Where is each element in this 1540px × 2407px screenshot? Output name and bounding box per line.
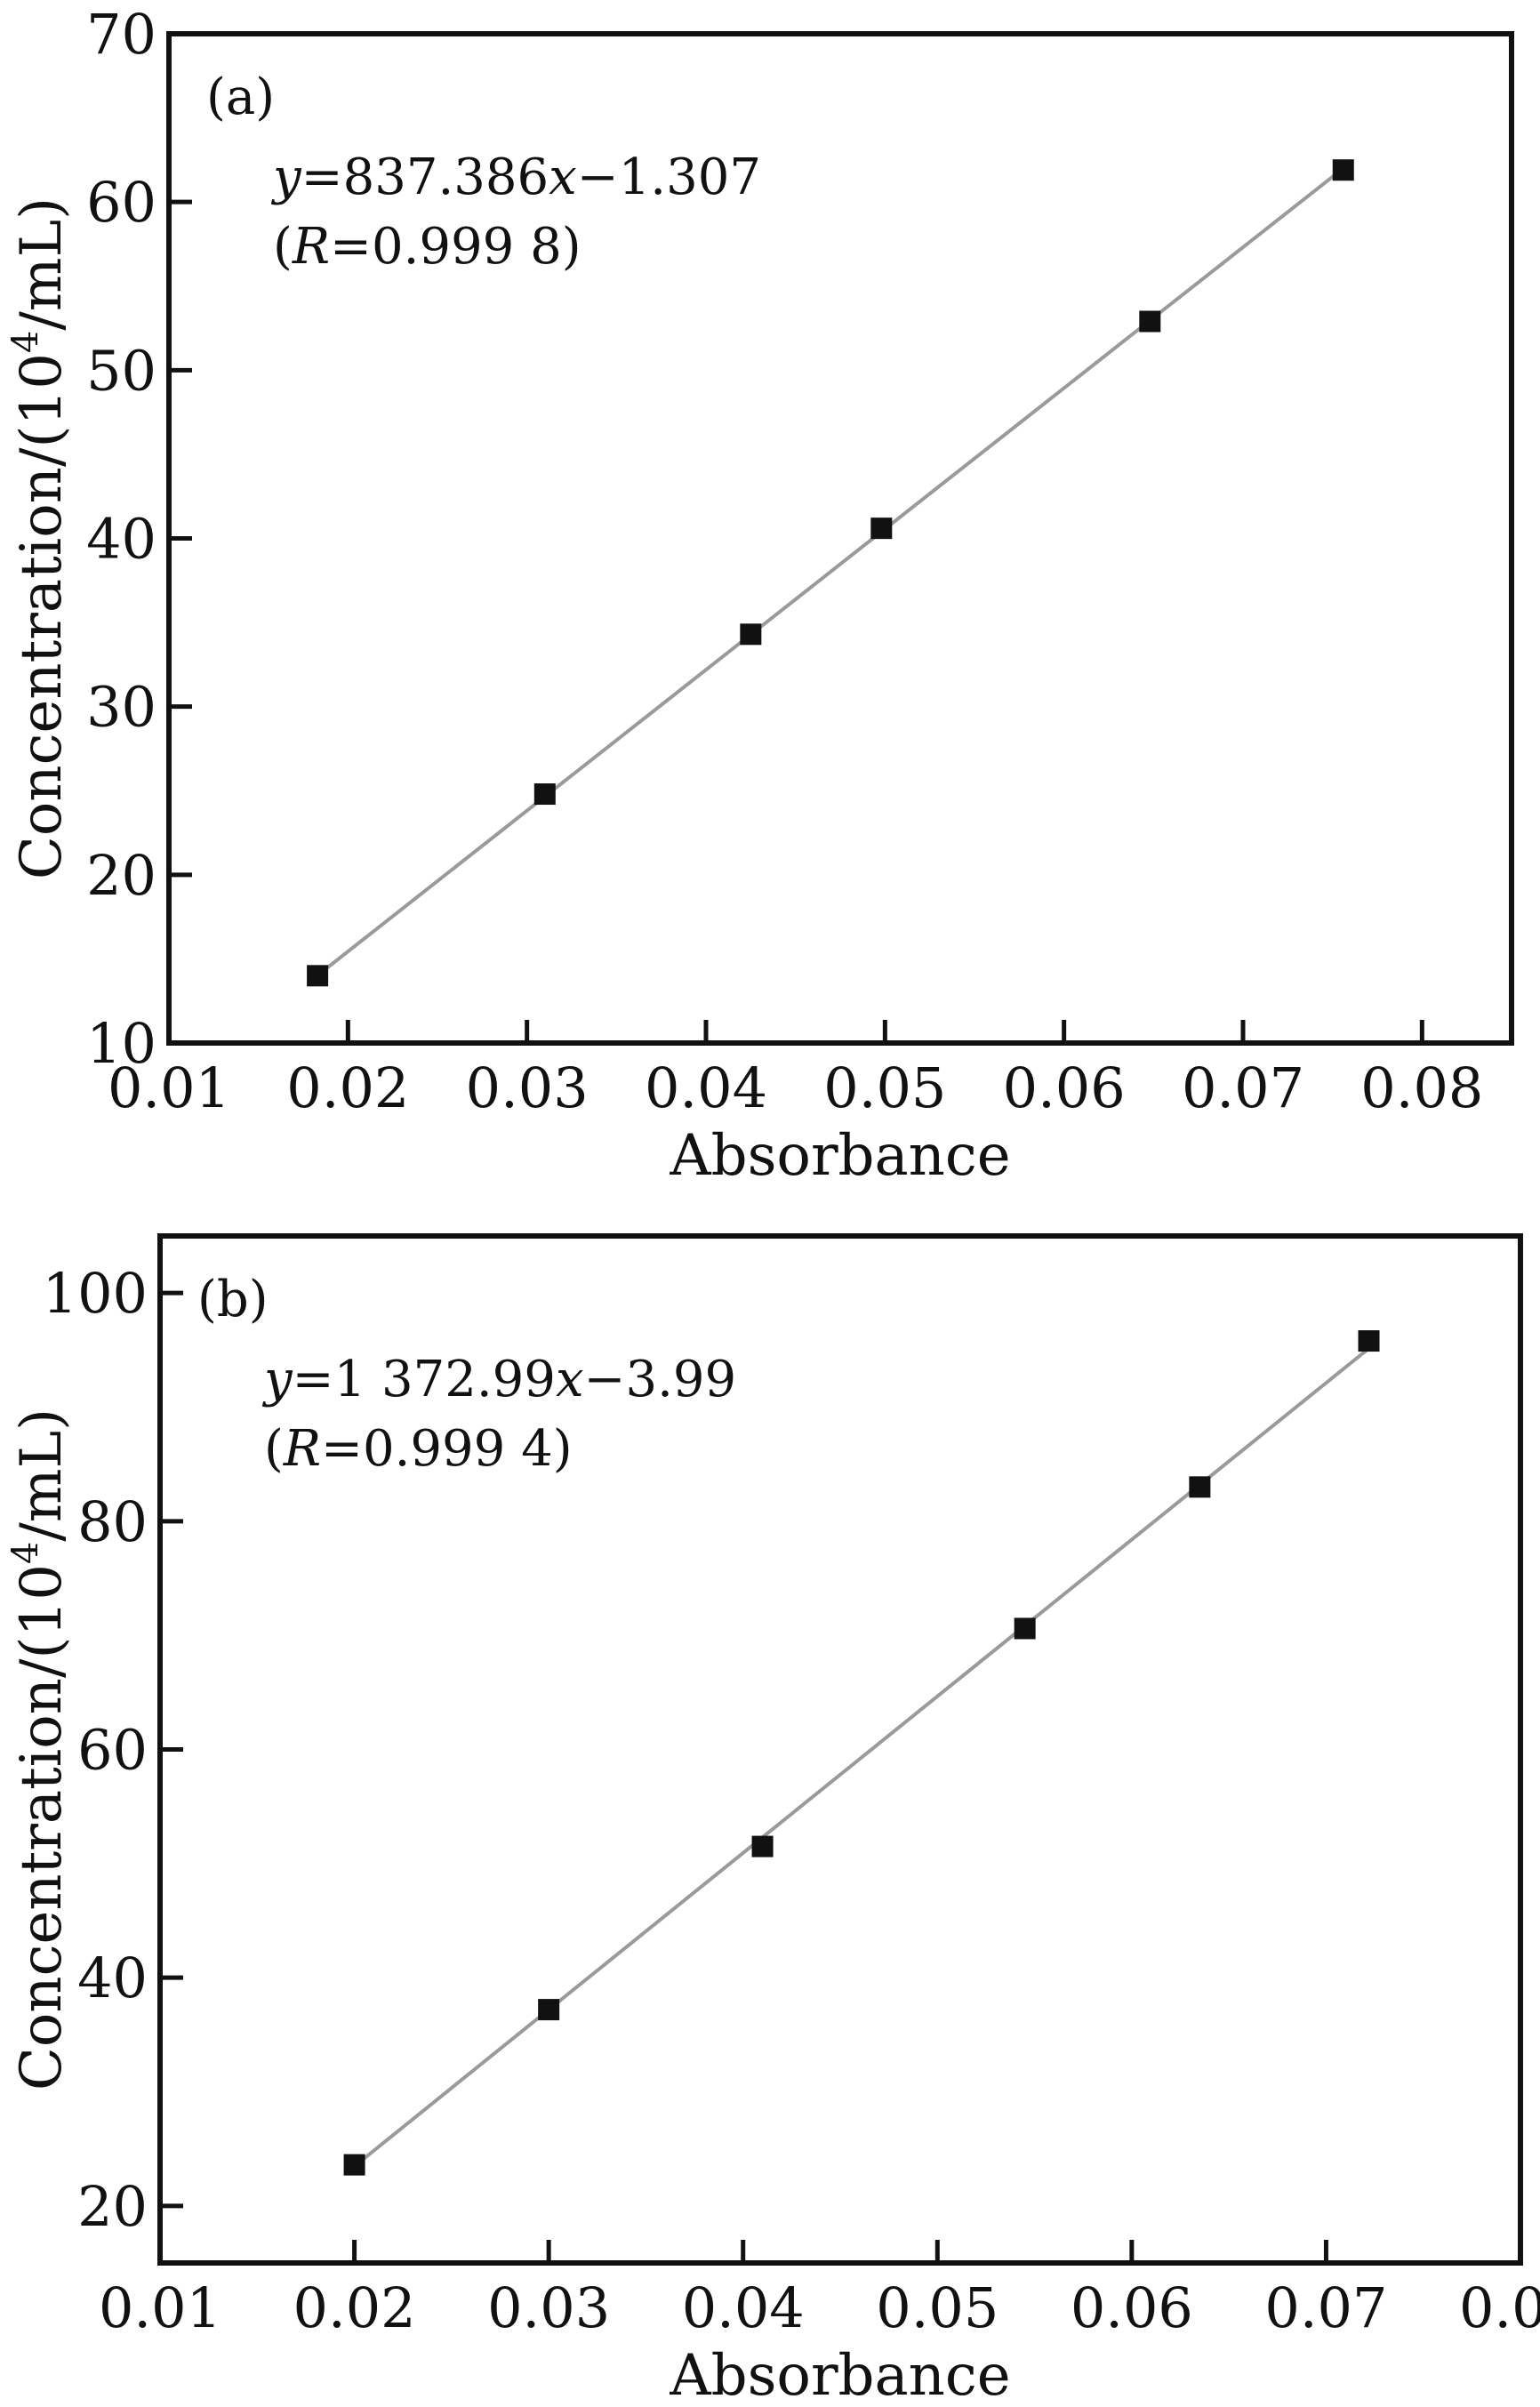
data-point-b xyxy=(538,1999,560,2021)
y-label-suffix-b: /mL) xyxy=(9,1408,75,1542)
data-point-b xyxy=(1358,1330,1380,1352)
markers-b xyxy=(343,1330,1380,2176)
panel-label-a: (a) xyxy=(206,68,275,126)
y-label-prefix-a: Concentration/(10 xyxy=(9,353,75,879)
panel-b: 0.01 0.02 0.03 0.04 0.05 0.06 0.07 0.08 20 40 60 80… xyxy=(5,1233,1540,2407)
y-tick-label-b: 100 xyxy=(43,1261,148,1326)
y-tick-label-a: 10 xyxy=(86,1011,156,1076)
data-point-a xyxy=(740,623,762,646)
r-symbol-a: R xyxy=(292,218,330,276)
fit-equation-b: y=1 372.99x−3.99 xyxy=(261,1351,736,1408)
data-point-a xyxy=(533,783,556,806)
y-tick-label-a: 60 xyxy=(86,170,156,235)
x-tick-label-b: 0.04 xyxy=(682,2275,805,2340)
x-tick-label-a: 0.08 xyxy=(1360,1055,1483,1120)
x-tick-label-a: 0.01 xyxy=(108,1055,230,1120)
x-axis-label-b: Absorbance xyxy=(669,2343,1010,2407)
y-tick-label-a: 40 xyxy=(86,507,156,572)
x-tick-label-b: 0.08 xyxy=(1459,2275,1540,2340)
data-point-a xyxy=(1139,310,1161,333)
x-tick-label-b: 0.05 xyxy=(876,2275,999,2340)
x-tick-label-b: 0.06 xyxy=(1071,2275,1193,2340)
y-tick-label-a: 20 xyxy=(86,843,156,908)
ticks-a xyxy=(166,31,1424,1046)
r-value-a: (R=0.999 8) xyxy=(273,218,582,276)
eq-x-b: x xyxy=(556,1351,584,1408)
y-tick-label-a: 50 xyxy=(86,338,156,403)
y-tick-label-b: 60 xyxy=(77,1718,148,1783)
y-tick-label-a: 70 xyxy=(86,2,156,67)
x-tick-label-b: 0.07 xyxy=(1264,2275,1387,2340)
r-rest-a: =0.999 8) xyxy=(330,218,582,276)
x-tick-label-a: 0.05 xyxy=(823,1055,946,1120)
y-label-suffix-a: /mL) xyxy=(9,197,75,331)
tick-labels-b: 0.01 0.02 0.03 0.04 0.05 0.06 0.07 0.08 20 40 60 80… xyxy=(43,1261,1540,2340)
tick-labels-a: 0.01 0.02 0.03 0.04 0.05 0.06 0.07 0.08 10 20 30 40… xyxy=(86,2,1483,1120)
y-axis-label-b: Concentration/(104/mL) xyxy=(5,1408,75,2090)
eq-x-a: x xyxy=(549,148,577,206)
y-label-sup-a: 4 xyxy=(5,331,46,353)
data-point-b xyxy=(1189,1476,1211,1498)
r-open-b: ( xyxy=(264,1420,284,1478)
y-tick-label-b: 80 xyxy=(77,1489,148,1554)
eq-coef-b: =1 372.99 xyxy=(293,1351,556,1408)
x-tick-label-a: 0.02 xyxy=(286,1055,409,1120)
eq-rest-a: −1.307 xyxy=(577,148,761,206)
x-tick-label-a: 0.03 xyxy=(466,1055,589,1120)
ticks-b xyxy=(157,1290,1523,2263)
y-tick-label-a: 30 xyxy=(86,675,156,740)
r-rest-b: =0.999 4) xyxy=(321,1420,573,1478)
x-tick-label-b: 0.01 xyxy=(99,2275,221,2340)
panel-label-b: (b) xyxy=(197,1271,269,1328)
eq-rest-b: −3.99 xyxy=(584,1351,737,1408)
markers-a xyxy=(307,159,1354,987)
y-label-prefix-b: Concentration/(10 xyxy=(9,1564,75,2090)
data-point-b xyxy=(1014,1617,1036,1640)
x-axis-label-a: Absorbance xyxy=(669,1123,1010,1189)
x-tick-label-a: 0.06 xyxy=(1003,1055,1126,1120)
x-tick-label-b: 0.02 xyxy=(293,2275,416,2340)
r-symbol-b: R xyxy=(283,1420,321,1478)
x-tick-label-a: 0.04 xyxy=(645,1055,767,1120)
eq-y-a: y xyxy=(270,148,302,206)
panel-a: 0.01 0.02 0.03 0.04 0.05 0.06 0.07 0.08 10 20 30 40… xyxy=(5,2,1514,1189)
fit-line-a xyxy=(316,166,1344,977)
x-tick-label-a: 0.07 xyxy=(1182,1055,1304,1120)
r-value-b: (R=0.999 4) xyxy=(264,1420,573,1478)
x-tick-label-b: 0.03 xyxy=(487,2275,610,2340)
data-point-b xyxy=(751,1835,774,1857)
y-tick-label-b: 20 xyxy=(77,2174,148,2239)
r-open-a: ( xyxy=(273,218,293,276)
data-point-a xyxy=(870,518,893,540)
data-point-b xyxy=(343,2154,365,2176)
y-axis-label-a: Concentration/(104/mL) xyxy=(5,197,75,879)
y-tick-label-b: 40 xyxy=(77,1946,148,2010)
fit-equation-a: y=837.386x−1.307 xyxy=(270,148,761,206)
eq-coef-a: =837.386 xyxy=(301,148,549,206)
y-label-sup-b: 4 xyxy=(5,1542,46,1564)
data-point-a xyxy=(1332,159,1354,181)
eq-y-b: y xyxy=(261,1351,293,1408)
data-point-a xyxy=(307,965,329,987)
